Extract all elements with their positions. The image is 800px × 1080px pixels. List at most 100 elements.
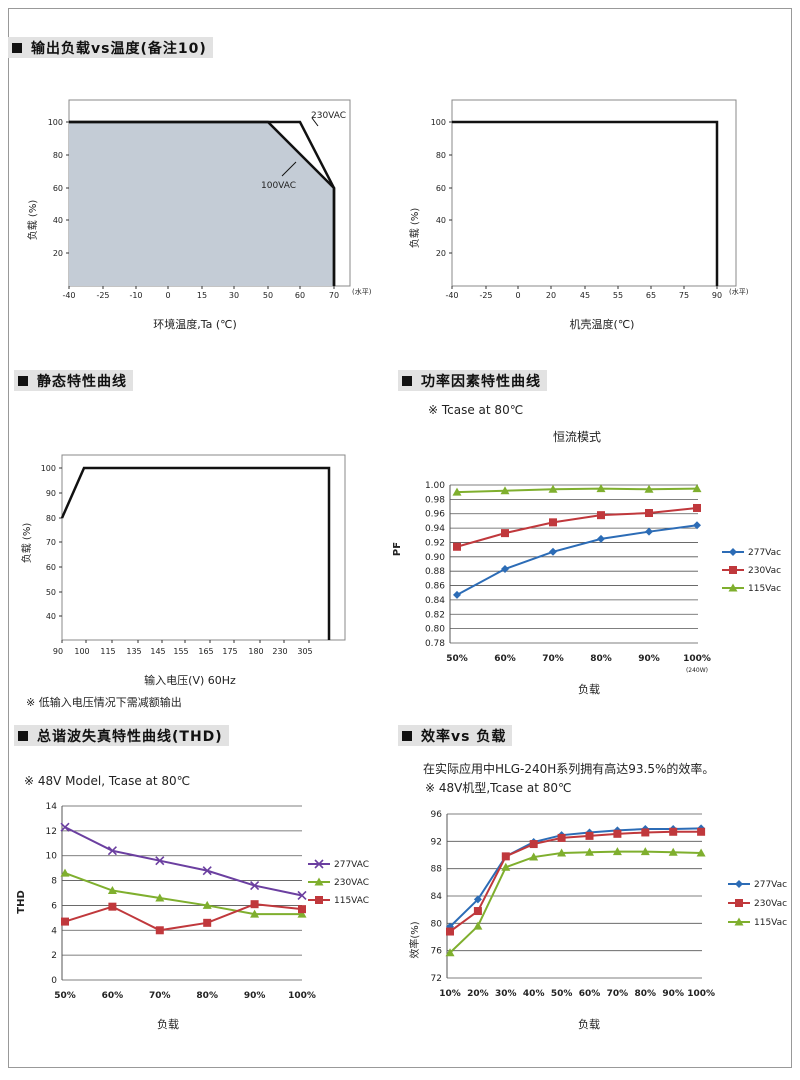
legend-label-277vac: 277Vac	[748, 548, 781, 558]
section-title-thd: 总谐波失真特性曲线(THD)	[14, 725, 229, 746]
data-point-115vac	[108, 902, 117, 911]
data-point-230vac	[202, 900, 212, 909]
y-tick-label: 60	[46, 563, 56, 572]
x-tick-label: 60%	[579, 989, 601, 999]
x-tick-label: 50%	[54, 991, 76, 1001]
data-point-230vac	[613, 829, 622, 838]
data-point-230vac	[250, 909, 260, 918]
x-tick-label: 0	[515, 291, 520, 300]
y-tick-label: 20	[436, 249, 446, 258]
data-point-230vac	[297, 909, 307, 918]
x-tick-label: 80%	[590, 654, 612, 664]
bullet-icon	[18, 730, 28, 741]
legend-label-115vac: 115Vac	[754, 918, 787, 928]
data-point-277vac	[250, 880, 260, 891]
series-label-230vac: 230VAC	[311, 111, 346, 121]
derating-area-100vac	[69, 122, 334, 286]
x-tick-label: 135	[126, 647, 141, 656]
y-tick-label: 8	[51, 877, 57, 887]
y-tick-label: 80	[46, 514, 56, 523]
x-tick-label: 50%	[446, 654, 468, 664]
data-point-115vac	[557, 848, 567, 857]
x-tick-label: 145	[150, 647, 165, 656]
section-title-pf: 功率因素特性曲线	[398, 370, 547, 391]
x-tick-label: 50	[263, 291, 273, 300]
y-tick-label: 100	[48, 118, 63, 127]
data-point-115vac	[452, 487, 462, 496]
y-tick-label: 0.88	[425, 567, 445, 577]
x-tick-label: 230	[272, 647, 287, 656]
x-tick-label: 30	[229, 291, 239, 300]
bullet-icon	[18, 375, 28, 386]
data-point-230vac	[585, 831, 594, 840]
y-tick-label: 92	[431, 837, 442, 847]
series-line-115vac	[456, 487, 698, 494]
x-axis-label: 输入电压(V) 60Hz	[144, 673, 236, 687]
data-point-115vac	[250, 900, 259, 909]
x-tick-label: -40	[445, 291, 458, 300]
x-tick-label: 165	[198, 647, 213, 656]
legend-marker-115vac	[728, 583, 738, 592]
x-tick-label: 75	[679, 291, 689, 300]
x-tick-label: -25	[479, 291, 492, 300]
y-tick-label: 0.84	[425, 596, 445, 606]
y-tick-label: 4	[51, 926, 57, 936]
y-tick-label: 60	[53, 184, 63, 193]
y-tick-label: 70	[46, 538, 56, 547]
data-point-115vac	[668, 847, 678, 856]
y-tick-label: 40	[53, 216, 63, 225]
data-point-230vac	[645, 509, 653, 518]
data-point-230vac	[60, 868, 70, 877]
x-tick-label: 90	[53, 647, 63, 656]
pf-condition-note: ※ Tcase at 80℃	[428, 403, 524, 417]
x-unit-label: (水平)	[729, 287, 749, 296]
x-tick-label: 90%	[662, 989, 684, 999]
data-point-115vac	[585, 847, 594, 856]
data-point-115vac	[203, 918, 212, 927]
efficiency-condition-note: ※ 48V机型,Tcase at 80℃	[425, 781, 572, 795]
data-point-230vac	[693, 503, 701, 512]
legend-label-230vac: 230VAC	[334, 878, 369, 888]
data-point-277vac	[549, 547, 557, 556]
legend-marker-115vac	[734, 917, 744, 926]
data-point-115vac	[501, 862, 511, 871]
y-tick-label: 0.96	[425, 510, 445, 520]
y-tick-label: 14	[46, 802, 58, 812]
y-tick-label: 0.86	[425, 582, 445, 592]
x-axis-label: 负载	[578, 1017, 600, 1031]
legend-label-230vac: 230Vac	[748, 566, 781, 576]
page-frame	[8, 8, 792, 1068]
series-line-277vac	[449, 827, 702, 928]
data-point-115vac	[612, 847, 622, 856]
data-point-277vac	[501, 565, 509, 574]
thd-condition-note: ※ 48V Model, Tcase at 80℃	[24, 774, 191, 788]
legend-marker-230vac	[729, 566, 737, 574]
data-point-115vac	[298, 905, 306, 914]
data-point-277vac	[597, 534, 605, 543]
data-point-277vac	[60, 822, 70, 832]
data-point-230vac	[501, 529, 509, 538]
data-point-115vac	[640, 847, 650, 856]
y-axis-label: THD	[16, 890, 27, 914]
data-point-230vac	[557, 833, 566, 842]
x-tick-label: 90%	[638, 654, 660, 664]
x-tick-label: 70%	[149, 991, 171, 1001]
data-point-230vac	[697, 827, 706, 836]
x-tick-label: 70%	[542, 654, 564, 664]
x-tick-label: -10	[129, 291, 142, 300]
legend-marker-277vac	[314, 859, 324, 869]
data-point-277vac	[107, 846, 117, 856]
data-point-277vac	[297, 890, 307, 901]
y-tick-label: 12	[46, 827, 57, 837]
x-tick-label: 20%	[467, 989, 489, 999]
y-tick-label: 0.80	[425, 625, 445, 635]
data-point-115vac	[500, 486, 510, 495]
x-axis-label: 机壳温度(℃)	[570, 317, 635, 331]
callout-line-230vac	[311, 117, 319, 127]
y-tick-label: 90	[46, 489, 56, 498]
legend-label-115vac: 115Vac	[748, 584, 781, 594]
